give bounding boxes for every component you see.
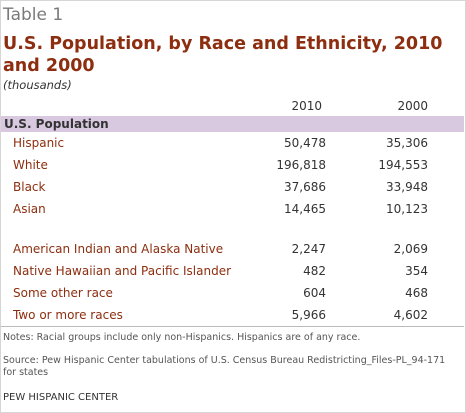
row-value-2000: 35,306	[386, 136, 428, 150]
row-value-2000: 468	[405, 286, 428, 300]
column-header-2010: 2010	[291, 99, 322, 113]
table-title: U.S. Population, by Race and Ethnicity, …	[3, 34, 443, 76]
row-value-2000: 354	[405, 264, 428, 278]
section-bar	[1, 116, 464, 132]
notes-text: Notes: Racial groups include only non-Hi…	[3, 332, 361, 343]
row-value-2010: 5,966	[291, 308, 326, 322]
table-row: Asian 14,465 10,123	[0, 199, 466, 219]
table-row: Hispanic 50,478 35,306	[0, 133, 466, 153]
section-label: U.S. Population	[4, 117, 109, 131]
row-value-2010: 2,247	[291, 242, 326, 256]
organization-credit: PEW HISPANIC CENTER	[3, 392, 119, 403]
row-value-2000: 4,602	[393, 308, 428, 322]
column-header-2000: 2000	[397, 99, 428, 113]
row-label: Some other race	[13, 286, 113, 300]
table-row: Black 37,686 33,948	[0, 177, 466, 197]
row-label: Native Hawaiian and Pacific Islander	[13, 264, 232, 278]
row-value-2010: 482	[303, 264, 326, 278]
table-row: Some other race 604 468	[0, 283, 466, 303]
units-label: (thousands)	[3, 78, 72, 92]
row-value-2010: 604	[303, 286, 326, 300]
row-value-2010: 37,686	[284, 180, 326, 194]
row-value-2000: 194,553	[378, 158, 428, 172]
row-value-2000: 33,948	[386, 180, 428, 194]
row-label: Two or more races	[13, 308, 123, 322]
row-value-2000: 10,123	[386, 202, 428, 216]
table-divider	[1, 326, 464, 327]
row-label: White	[13, 158, 48, 172]
table-label: Table 1	[3, 5, 64, 25]
table-row: American Indian and Alaska Native 2,247 …	[0, 239, 466, 259]
row-label: American Indian and Alaska Native	[13, 242, 224, 256]
table-row: Native Hawaiian and Pacific Islander 482…	[0, 261, 466, 281]
source-text: Source: Pew Hispanic Center tabulations …	[3, 355, 446, 378]
row-value-2010: 196,818	[276, 158, 326, 172]
row-label: Hispanic	[13, 136, 65, 150]
table-row: Two or more races 5,966 4,602	[0, 305, 466, 325]
row-label: Black	[13, 180, 46, 194]
row-value-2010: 14,465	[284, 202, 326, 216]
table-row: White 196,818 194,553	[0, 155, 466, 175]
row-label: Asian	[13, 202, 46, 216]
row-value-2010: 50,478	[284, 136, 326, 150]
row-value-2000: 2,069	[393, 242, 428, 256]
